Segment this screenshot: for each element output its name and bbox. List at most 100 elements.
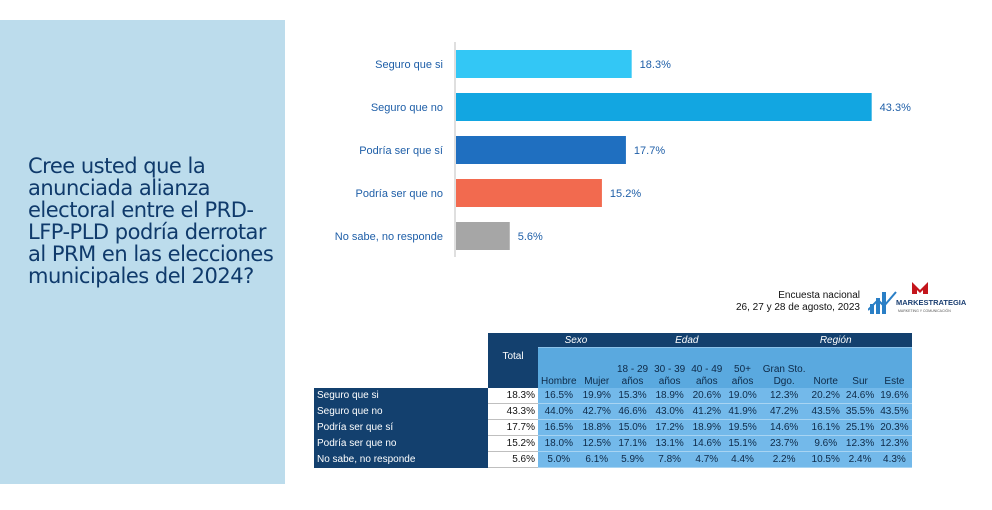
table-cell: 41.2%	[688, 403, 726, 420]
logo-tagline: MARKETING Y COMUNICACIÓN	[898, 308, 951, 313]
table-cell: 18.0%	[538, 435, 580, 452]
bar	[456, 222, 510, 250]
subgroup-header: Norte	[808, 347, 843, 388]
group-header-edad: Edad	[613, 333, 760, 348]
table-cell: 24.6%	[842, 387, 878, 404]
table-cell: 19.0%	[725, 387, 760, 404]
table-cell: 19.5%	[725, 419, 760, 436]
data-label: 5.6%	[518, 231, 543, 243]
subgroup-header: Mujer	[579, 347, 614, 388]
table-cell: 10.5%	[808, 451, 843, 468]
table-cell: 46.6%	[613, 403, 652, 420]
group-header-region: Región	[759, 333, 912, 348]
bar	[456, 179, 602, 207]
markestrategia-logo: MARKESTRATEGIA MARKETING Y COMUNICACIÓN	[867, 280, 968, 320]
table-cell: 44.0%	[538, 403, 580, 420]
category-label: Podría ser que sí	[359, 145, 443, 157]
table-cell: 14.6%	[688, 435, 726, 452]
table-cell: 12.3%	[842, 435, 878, 452]
bar	[456, 136, 626, 164]
table-cell: 20.2%	[808, 387, 843, 404]
subgroup-header: Sur	[842, 347, 878, 388]
data-label: 43.3%	[880, 102, 911, 114]
table-cell: 12.5%	[579, 435, 614, 452]
logo-bars-icon	[867, 291, 897, 314]
table-cell: 35.5%	[842, 403, 878, 420]
data-label: 17.7%	[634, 145, 665, 157]
table-row: No sabe, no responde 5.6% 5.0% 6.1% 5.9% 7.8%…	[314, 451, 912, 468]
table-row: Podría ser que no 15.2% 18.0% 12.5% 17.1% 13.…	[314, 435, 912, 452]
table-row: Seguro que si 18.3% 16.5% 19.9% 15.3% 18.9% 20…	[314, 387, 912, 404]
table-cell: 14.6%	[759, 419, 809, 436]
table-cell: 2.2%	[759, 451, 809, 468]
subgroup-header: 40 - 49 años	[688, 347, 726, 388]
table-cell: 9.6%	[808, 435, 843, 452]
total-cell: 18.3%	[488, 387, 538, 404]
subgroup-header: 18 - 29 años	[613, 347, 652, 388]
category-label: No sabe, no responde	[335, 231, 443, 243]
data-label: 18.3%	[640, 59, 671, 71]
subgroup-header: Este	[877, 347, 912, 388]
table-cell: 5.0%	[538, 451, 580, 468]
table-cell: 15.0%	[613, 419, 652, 436]
crosstab-table: Total Sexo Edad Región Hombre Mujer 18 - …	[314, 333, 912, 468]
table-cell: 18.9%	[651, 387, 689, 404]
table-cell: 25.1%	[842, 419, 878, 436]
subgroup-header: 50+ años	[725, 347, 760, 388]
table-cell: 43.5%	[877, 403, 912, 420]
table-cell: 13.1%	[651, 435, 689, 452]
row-label: Seguro que si	[314, 387, 488, 404]
table-cell: 41.9%	[725, 403, 760, 420]
table-cell: 19.6%	[877, 387, 912, 404]
table-cell: 18.8%	[579, 419, 614, 436]
table-cell: 12.3%	[759, 387, 809, 404]
table-cell: 4.4%	[725, 451, 760, 468]
subgroup-header: Hombre	[538, 347, 580, 388]
table-cell: 17.1%	[613, 435, 652, 452]
table-cell: 7.8%	[651, 451, 689, 468]
data-label: 15.2%	[610, 188, 641, 200]
logo-name: MARKESTRATEGIA	[896, 298, 967, 307]
survey-info: Encuesta nacional 26, 27 y 28 de agosto,…	[620, 290, 860, 314]
total-cell: 15.2%	[488, 435, 538, 452]
table-cell: 16.5%	[538, 419, 580, 436]
subgroup-header: 30 - 39 años	[651, 347, 689, 388]
table-cell: 18.9%	[688, 419, 726, 436]
row-label: No sabe, no responde	[314, 451, 488, 468]
table-cell: 2.4%	[842, 451, 878, 468]
total-cell: 43.3%	[488, 403, 538, 420]
table-cell: 4.7%	[688, 451, 726, 468]
category-label: Seguro que si	[375, 59, 443, 71]
row-label: Podría ser que sí	[314, 419, 488, 436]
table-cell: 42.7%	[579, 403, 614, 420]
table-cell: 43.5%	[808, 403, 843, 420]
table-cell: 12.3%	[877, 435, 912, 452]
table-cell: 17.2%	[651, 419, 689, 436]
group-header-sexo: Sexo	[538, 333, 614, 348]
survey-dates: 26, 27 y 28 de agosto, 2023	[736, 302, 860, 313]
table-cell: 23.7%	[759, 435, 809, 452]
bar-chart: Seguro que si 18.3% Seguro que no 43.3% Podr…	[300, 40, 960, 275]
table-header-subgroups: Hombre Mujer 18 - 29 años 30 - 39 años 40 - 4…	[314, 347, 912, 388]
subgroup-header: Gran Sto. Dgo.	[759, 347, 809, 388]
total-cell: 17.7%	[488, 419, 538, 436]
row-label: Podría ser que no	[314, 435, 488, 452]
question-panel: Cree usted que la anunciada alianza elec…	[0, 20, 285, 484]
table-header-groups: Total Sexo Edad Región	[314, 333, 912, 388]
bar-chart-svg: Seguro que si 18.3% Seguro que no 43.3% Podr…	[335, 42, 911, 257]
row-label: Seguro que no	[314, 403, 488, 420]
table-cell: 5.9%	[613, 451, 652, 468]
table-cell: 20.6%	[688, 387, 726, 404]
table-cell: 43.0%	[651, 403, 689, 420]
table-cell: 20.3%	[877, 419, 912, 436]
question-text: Cree usted que la anunciada alianza elec…	[28, 154, 274, 288]
table-cell: 15.3%	[613, 387, 652, 404]
survey-title: Encuesta nacional	[778, 290, 860, 301]
table-cell: 4.3%	[877, 451, 912, 468]
bar	[456, 50, 632, 78]
bar	[456, 93, 872, 121]
table-row: Podría ser que sí 17.7% 16.5% 18.8% 15.0% 17.…	[314, 419, 912, 436]
category-label: Seguro que no	[371, 102, 443, 114]
table-cell: 16.5%	[538, 387, 580, 404]
total-header: Total	[488, 333, 538, 388]
